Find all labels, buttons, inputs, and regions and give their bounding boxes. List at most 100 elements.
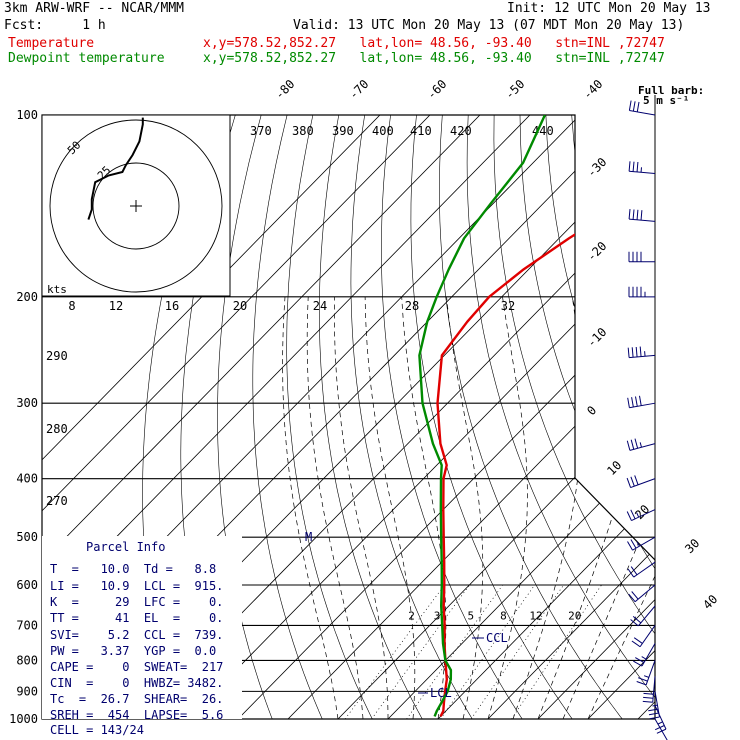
- isotherm-label: -70: [346, 77, 371, 102]
- parcel-row: PW = 3.37 YGP = 0.0: [50, 644, 216, 658]
- isentrope-label: 400: [372, 124, 394, 138]
- isotherm-line: [237, 115, 655, 719]
- dry-adiabat: [252, 115, 323, 719]
- isentrope-label: 280: [46, 422, 68, 436]
- dry-adiabat: [381, 115, 523, 719]
- hodograph-ring: [92, 162, 180, 250]
- valid-time: Valid: 13 UTC Mon 20 May 13 (07 MDT Mon …: [293, 18, 685, 33]
- mixing-ratio-label: 5: [468, 609, 475, 622]
- mixing-ratio-line: [511, 584, 602, 719]
- hodo-scale-label: 16: [165, 299, 179, 313]
- pressure-label: 500: [16, 530, 38, 544]
- parcel-row: CAPE = 0 SWEAT= 217: [50, 660, 223, 674]
- moist-adiabat: [401, 296, 447, 719]
- isotherm-label: -60: [424, 77, 449, 102]
- hodo-scale-label: 12: [109, 299, 123, 313]
- hodo-scale-label: 24: [313, 299, 327, 313]
- isotherm-line: [42, 115, 381, 719]
- init-time: Init: 12 UTC Mon 20 May 13: [507, 1, 711, 16]
- isotherm-label: -40: [580, 77, 605, 102]
- parcel-row: TT = 41 EL = 0.: [50, 611, 223, 625]
- pressure-label: 400: [16, 472, 38, 486]
- parcel-row: CIN = 0 HWBZ= 3482.: [50, 676, 223, 690]
- wind-barb: [628, 161, 656, 175]
- isotherm-line: [287, 115, 655, 719]
- wind-barb: [627, 561, 656, 578]
- parcel-row: Tc = 26.7 SHEAR= 26.: [50, 692, 223, 706]
- pressure-label: 300: [16, 396, 38, 410]
- isotherm-line: [42, 115, 481, 719]
- parcel-row: LI = 10.9 LCL = 915.: [50, 579, 223, 593]
- wind-barb: [630, 605, 656, 627]
- dry-adiabat: [350, 115, 473, 719]
- dry-adiabat: [571, 115, 655, 719]
- wind-barb: [633, 643, 656, 667]
- dry-adiabat: [466, 115, 655, 719]
- isentrope-label: 380: [292, 124, 314, 138]
- dry-adiabat: [519, 115, 655, 719]
- isentrope-label: 410: [410, 124, 432, 138]
- dry-adiabat: [286, 115, 373, 719]
- wind-barb: [627, 395, 656, 409]
- mixing-ratio-label: 8: [500, 609, 507, 622]
- isotherm-line: [42, 115, 531, 719]
- wind-barb: [636, 660, 656, 686]
- moist-adiabat: [364, 296, 416, 719]
- moist-adiabat: [587, 296, 655, 719]
- hodo-scale-label: 32: [501, 299, 515, 313]
- parcel-row: CELL = 143/24: [50, 723, 144, 737]
- hodograph-ring: [49, 119, 223, 293]
- dry-adiabat: [675, 115, 740, 719]
- isentrope-label: 390: [332, 124, 354, 138]
- wind-barb: [654, 718, 668, 740]
- pressure-label: 800: [16, 653, 38, 667]
- isotherm-line: [387, 115, 655, 719]
- hodograph-trace: [87, 117, 144, 220]
- isentrope-label: 440: [532, 124, 554, 138]
- parcel-row: SVI= 5.2 CCL = 739.: [50, 628, 223, 642]
- dry-adiabat: [410, 115, 573, 719]
- isotherm-line: [337, 115, 655, 719]
- isotherm-label: 30: [682, 536, 702, 556]
- forecast-hour: Fcst: 1 h: [4, 18, 106, 33]
- isotherm-label: 0: [584, 403, 599, 418]
- hodo-scale-label: 20: [233, 299, 247, 313]
- dry-adiabat: [623, 115, 655, 719]
- legend-temperature-location: x,y=578.52,852.27 lat,lon= 48.56, -93.40…: [203, 36, 665, 51]
- isentrope-label: 290: [46, 349, 68, 363]
- isotherm-label: -20: [584, 239, 609, 264]
- mixing-ratio-label: 3: [434, 609, 441, 622]
- legend-dewpoint-location: x,y=578.52,852.27 lat,lon= 48.56, -93.40…: [203, 51, 665, 66]
- dry-adiabat: [727, 115, 740, 719]
- isotherm-line: [587, 115, 655, 719]
- isotherm-label: -80: [272, 77, 297, 102]
- wind-barb: [627, 536, 656, 551]
- dry-adiabat: [319, 115, 423, 719]
- wind-barb: [628, 286, 655, 298]
- isentrope-label: 370: [250, 124, 272, 138]
- pressure-label: 1000: [9, 712, 38, 726]
- profile-line: [418, 115, 546, 717]
- pressure-label: 200: [16, 290, 38, 304]
- hodo-scale-label: 8: [68, 299, 75, 313]
- m-label: M: [305, 530, 312, 544]
- wind-barb: [626, 509, 656, 521]
- dry-adiabat: [701, 115, 740, 719]
- isotherm-label: -10: [584, 325, 609, 350]
- moist-adiabat: [282, 296, 339, 719]
- moist-adiabat: [487, 296, 528, 719]
- isotherm-line: [42, 115, 431, 719]
- hodo-scale-label: 28: [405, 299, 419, 313]
- wind-key-value: 5 m s⁻¹: [643, 94, 689, 107]
- mixing-ratio-line: [440, 584, 535, 719]
- isentrope-label: 270: [46, 494, 68, 508]
- pressure-label: 100: [16, 108, 38, 122]
- dry-adiabat: [439, 115, 623, 719]
- wind-barb: [626, 475, 656, 489]
- wind-barb: [628, 100, 656, 116]
- parcel-row: K = 29 LFC = 0.: [50, 595, 223, 609]
- wind-barb: [628, 584, 656, 603]
- parcel-row: SREH = 454 LAPSE= 5.6: [50, 708, 223, 722]
- isotherm-label: 40: [700, 592, 720, 612]
